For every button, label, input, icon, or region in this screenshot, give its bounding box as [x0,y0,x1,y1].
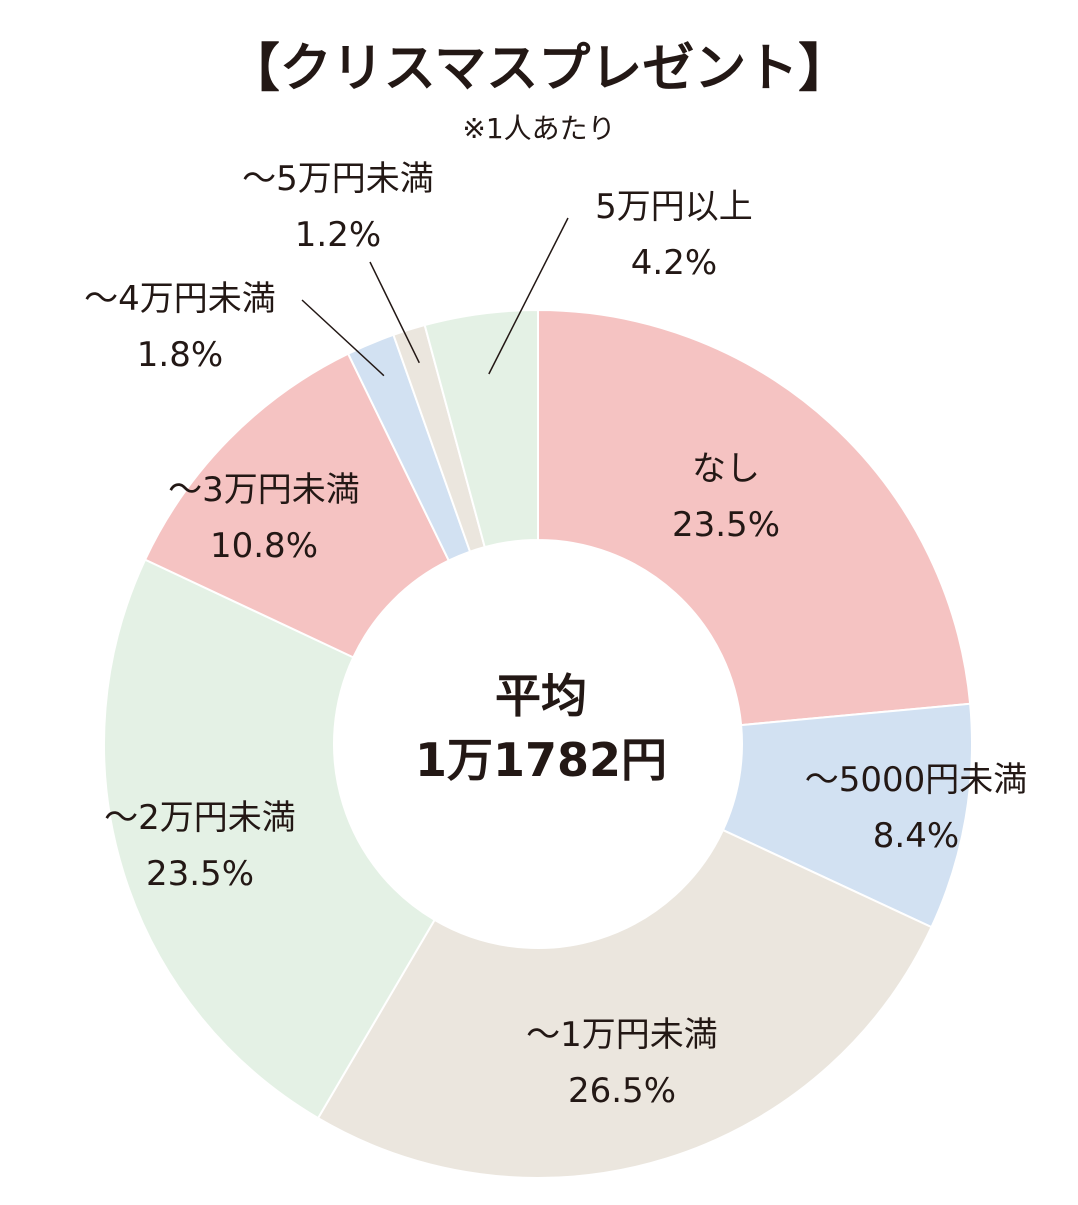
slice-value-8: 4.2% [631,243,717,283]
slice-5 [143,352,451,659]
chart-subtitle: ※1人あたり [462,112,615,145]
slice-value-1: 23.5% [672,505,780,545]
center-value: 1万1782円 [415,733,667,787]
slice-value-3: 26.5% [568,1071,676,1111]
center-label: 平均 [495,669,587,723]
slice-label-1: なし [692,449,760,489]
slice-3 [316,828,933,1179]
chart-title: 【クリスマスプレゼント】 [228,39,850,99]
slice-label-5: 〜3万円未満 [168,470,360,510]
slice-4 [102,558,436,1120]
slice-label-6: 〜4万円未満 [84,279,276,319]
leader-line-8 [488,217,569,375]
slice-value-6: 1.8% [137,335,223,375]
slice-label-8: 5万円以上 [595,187,753,227]
leader-lines [301,217,569,377]
slice-label-7: 〜5万円未満 [242,159,434,199]
slice-label-4: 〜2万円未満 [104,798,296,838]
slice-value-2: 8.4% [873,816,959,856]
slice-labels: なし 23.5% 〜5000円未満 8.4% 〜1万円未満 26.5% 〜2万円未満 23.5… [84,159,1027,1111]
slice-1 [537,308,972,727]
slice-label-3: 〜1万円未満 [526,1015,718,1055]
slice-value-7: 1.2% [295,215,381,255]
slice-label-2: 〜5000円未満 [805,760,1028,800]
leader-line-6 [301,299,385,377]
slice-value-5: 10.8% [210,526,318,566]
slice-8 [423,308,539,549]
slices [102,308,973,1179]
slice-value-4: 23.5% [146,854,254,894]
leader-line-7 [369,261,420,364]
